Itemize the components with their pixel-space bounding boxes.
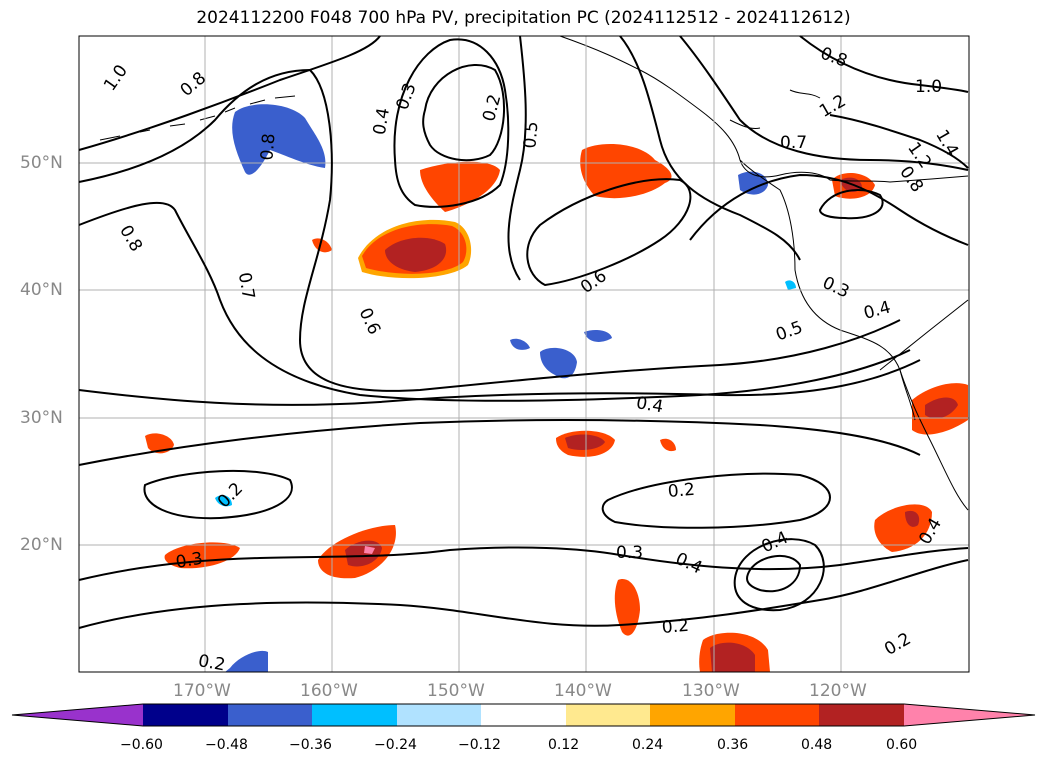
colorbar-tick-label: 0.12 [548,737,580,753]
contour-label: 0.2 [667,480,696,502]
contour-label: 0.4 [635,393,665,417]
lon-label: 140°W [554,681,612,701]
lon-label: 150°W [427,681,485,701]
colorbar-tick-label: −0.60 [120,737,163,753]
contour-label: 0.7 [780,133,807,153]
colorbar-segment [650,704,735,726]
colorbar-tick-label: −0.12 [458,737,501,753]
contour-label: 0.2 [197,651,227,675]
colorbar-outline [11,703,1036,727]
lon-label: 130°W [682,681,740,701]
colorbar-segment [819,704,904,726]
colorbar-segment [312,704,397,726]
colorbar-tick-label: 0.60 [886,737,918,753]
colorbar-extend-high [904,704,1035,726]
lon-label: 120°W [809,681,867,701]
colorbar-tick-label: 0.36 [717,737,749,753]
gridlines [79,36,969,672]
contour-label: 0.3 [616,543,643,563]
pv-contours [78,35,969,629]
contour-label: 0.5 [520,121,542,150]
lat-label: 50°N [20,153,63,173]
lon-label: 160°W [300,681,358,701]
contour-label: 0.8 [257,133,279,162]
contour-label: 0.2 [661,616,690,638]
colorbar-tick-label: 0.24 [632,737,664,753]
colorbar [11,703,1036,727]
map-title: 2024112200 F048 700 hPa PV, precipitatio… [196,8,851,28]
map-border [78,35,970,673]
colorbar-extend-low [12,704,143,726]
lat-label: 30°N [20,408,63,428]
colorbar-segment [143,704,228,726]
lat-label: 20°N [20,535,63,555]
colorbar-tick-label: 0.48 [801,737,833,753]
contour-label: 1.0 [915,77,942,97]
colorbar-segment [481,704,566,726]
lon-label: 170°W [173,681,231,701]
colorbar-tick-label: −0.36 [289,737,332,753]
contour-label: 0.3 [174,549,204,573]
colorbar-segment [397,704,481,726]
colorbar-tick-label: −0.48 [205,737,248,753]
colorbar-segment [735,704,819,726]
colorbar-segment [566,704,650,726]
colorbar-segment [228,704,312,726]
contour-label: 0.7 [234,271,258,301]
contour-label: 0.4 [370,106,394,136]
precip-negative-areas [215,104,796,672]
lat-label: 40°N [20,280,63,300]
colorbar-tick-label: −0.24 [374,737,417,753]
